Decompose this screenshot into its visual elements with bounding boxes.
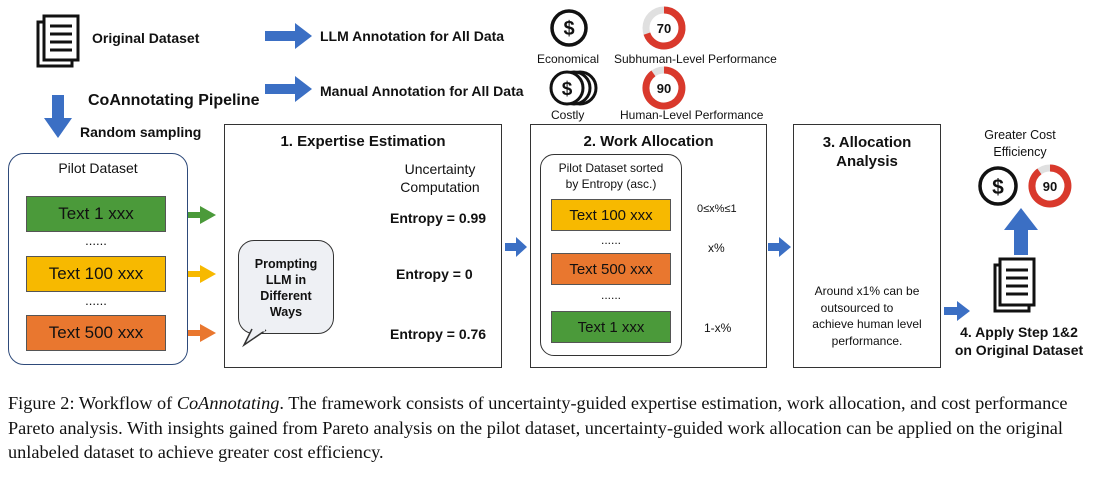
document-icon	[36, 14, 80, 68]
caption-name: CoAnnotating	[176, 393, 280, 413]
sorted-label: Pilot Dataset sorted by Entropy (asc.)	[540, 160, 682, 192]
dollar-icon: $	[550, 9, 588, 47]
prompt-line3: Different	[260, 289, 312, 303]
llm-share-label: x%	[708, 241, 725, 255]
document-icon-step4	[993, 257, 1036, 313]
efficiency-up-arrow	[1004, 208, 1038, 255]
note-line3: achieve human level	[812, 317, 922, 331]
figure-caption: Figure 2: Workflow of CoAnnotating. The …	[8, 391, 1088, 465]
entropy-2: Entropy = 0	[396, 266, 473, 282]
prompt-line2: LLM in	[265, 273, 307, 287]
dollar-icon-step4: $	[978, 166, 1018, 206]
step3-title-line2: Analysis	[836, 153, 898, 170]
step4-title-line2: on Original Dataset	[954, 342, 1084, 358]
text100-arrow	[168, 265, 216, 283]
step4-title: 4. Apply Step 1&2 on Original Dataset	[945, 323, 1093, 359]
range-label: 0≤x%≤1	[697, 203, 737, 215]
pilot-ellipsis-2: ......	[85, 293, 107, 308]
prompt-line1: Prompting	[254, 257, 318, 271]
step3-note: Around x1% can be outsourced to achieve …	[797, 283, 937, 349]
entropy-3: Entropy = 0.76	[390, 326, 487, 342]
efficiency-label: Greater Cost Efficiency	[960, 127, 1080, 161]
pilot-item-text100: Text 100 xxx	[26, 256, 166, 292]
step3-title: 3. Allocation Analysis	[793, 133, 941, 171]
note-line1: Around x1% can be	[814, 284, 920, 298]
prompt-line4: Ways	[269, 305, 303, 319]
svg-text:$: $	[562, 79, 573, 100]
coins-icon: $	[549, 70, 598, 106]
step4-title-line1: 4. Apply Step 1&2	[960, 324, 1078, 340]
subhuman-label: Subhuman-Level Performance	[614, 52, 777, 66]
human-gauge-icon	[642, 66, 686, 110]
sorted-line1: Pilot Dataset sorted	[558, 161, 664, 175]
human-score: 90	[656, 81, 672, 96]
human-label: Human-Level Performance	[620, 108, 764, 122]
entropy-1: Entropy = 0.99	[390, 210, 487, 226]
pilot-dataset-title: Pilot Dataset	[58, 160, 138, 176]
note-line2: outsourced to	[820, 300, 894, 315]
llm-legend-arrow	[265, 23, 312, 49]
pilot-item-text1: Text 1 xxx	[26, 196, 166, 232]
prompt-bubble	[238, 240, 334, 334]
human-share-label: 1-x%	[704, 321, 732, 335]
pilot-ellipsis-1: ......	[85, 233, 107, 248]
note-line4: performance.	[831, 333, 903, 348]
original-dataset-label: Original Dataset	[92, 30, 200, 46]
sorted-ellipsis-1: ......	[600, 233, 621, 247]
subhuman-score: 70	[656, 21, 672, 36]
random-sampling-label: Random sampling	[80, 124, 202, 140]
llm-annotation-label: LLM Annotation for All Data	[320, 28, 505, 44]
gauge-icon-step4	[1028, 164, 1072, 208]
svg-text:$: $	[992, 176, 1004, 199]
step2-title: 2. Work Allocation	[583, 133, 714, 150]
uncertainty-computation-label: Uncertainty Computation	[378, 160, 502, 196]
sorted-line2: by Entropy (asc.)	[565, 177, 657, 191]
sorted-item-text1: Text 1 xxx	[551, 311, 671, 343]
efficiency-line2: Efficiency	[993, 145, 1047, 159]
sampling-down-arrow	[44, 95, 72, 138]
caption-body: . The framework consists of uncertainty-…	[8, 393, 1068, 462]
costly-label: Costly	[551, 108, 585, 122]
efficiency-line1: Greater Cost	[984, 128, 1056, 142]
sorted-item-text500: Text 500 xxx	[551, 253, 671, 285]
uncertainty-line2: Computation	[400, 179, 480, 195]
step3-title-line1: 3. Allocation	[822, 134, 912, 151]
text500-arrow	[168, 324, 216, 342]
manual-legend-arrow	[265, 76, 312, 102]
step1-to-step2-arrow	[505, 237, 527, 257]
caption-prefix: Figure 2: Workflow of	[8, 393, 177, 413]
sorted-ellipsis-2: ......	[600, 288, 621, 302]
uncertainty-line1: Uncertainty	[404, 161, 476, 177]
prompt-bubble-text: Prompting LLM in Different Ways	[238, 256, 334, 320]
text1-arrow	[168, 206, 216, 224]
step2-to-step3-arrow	[768, 237, 791, 257]
pilot-item-text500: Text 500 xxx	[26, 315, 166, 351]
step1-title: 1. Expertise Estimation	[280, 133, 446, 150]
step3-to-step4-arrow	[944, 301, 970, 321]
subhuman-gauge-icon	[642, 6, 686, 50]
economical-label: Economical	[537, 52, 600, 66]
sorted-item-text100: Text 100 xxx	[551, 199, 671, 231]
step4-score: 90	[1042, 179, 1058, 194]
manual-annotation-label: Manual Annotation for All Data	[320, 83, 524, 99]
svg-text:$: $	[563, 18, 574, 40]
pipeline-label: CoAnnotating Pipeline	[88, 92, 260, 109]
step3-panel	[793, 124, 941, 368]
